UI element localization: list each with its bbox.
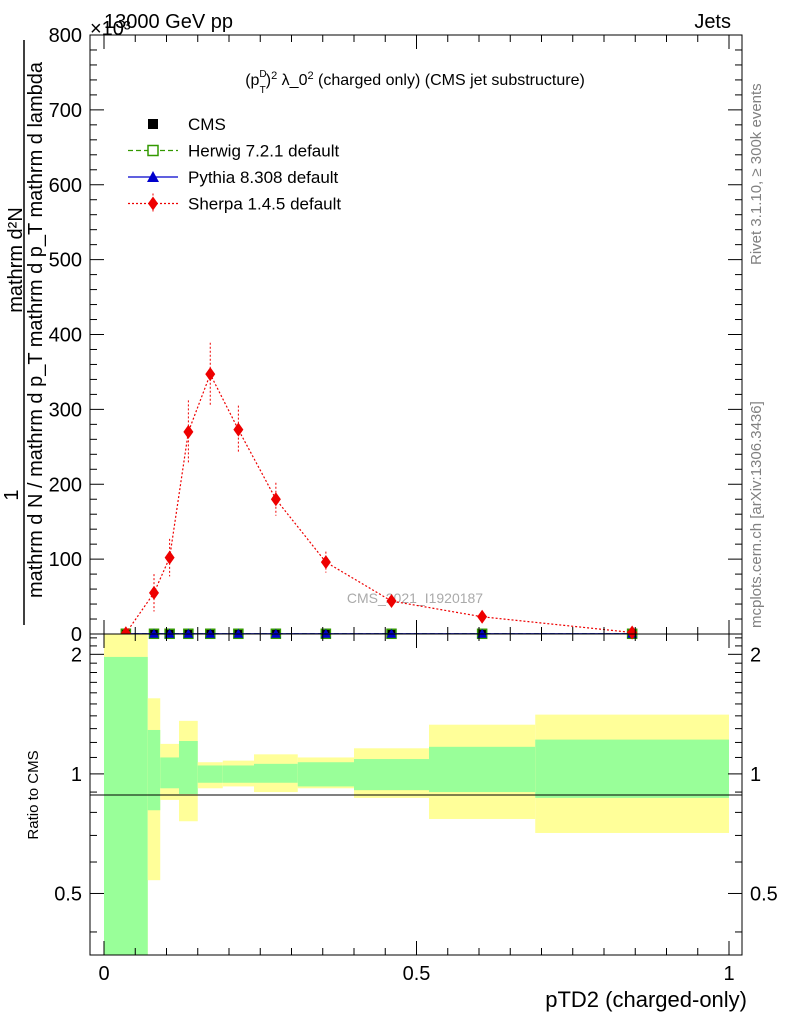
x-tick-label: 1 bbox=[723, 963, 734, 985]
ratio-y-tick-label: 2 bbox=[71, 644, 82, 666]
ratio-y-tick-label: 0.5 bbox=[54, 883, 82, 905]
ratio-band-inner bbox=[197, 765, 223, 783]
legend-label: Pythia 8.308 default bbox=[188, 168, 339, 187]
ratio-band-inner bbox=[535, 739, 729, 798]
ratio-band-inner bbox=[104, 656, 148, 955]
legend-herwig-marker bbox=[147, 144, 159, 157]
pythia-point bbox=[183, 628, 194, 638]
pythia-point bbox=[164, 628, 175, 638]
header-exponent-label: ×10³ bbox=[90, 18, 131, 40]
ratio-band-inner bbox=[297, 762, 354, 787]
main-ylabel-one: 1 bbox=[1, 489, 23, 500]
main-y-tick-label: 200 bbox=[49, 474, 82, 496]
main-y-tick-label: 400 bbox=[49, 325, 82, 347]
sherpa-point bbox=[164, 550, 175, 565]
pythia-point bbox=[233, 628, 244, 638]
ratio-y-tick-label-right: 2 bbox=[750, 644, 761, 666]
sherpa-point bbox=[205, 367, 216, 382]
sherpa-point bbox=[627, 625, 638, 640]
series-line bbox=[125, 372, 633, 634]
pythia-point bbox=[320, 628, 331, 638]
main-ylabel: 1 mathrm d²N mathrm d N / mathrm d p_T m… bbox=[1, 40, 47, 625]
legend-label: Herwig 7.2.1 default bbox=[188, 142, 339, 161]
ratio-band-inner bbox=[179, 741, 198, 794]
x-tick-label: 0.5 bbox=[403, 963, 431, 985]
ratio-y-tick-label-right: 0.5 bbox=[750, 883, 778, 905]
sherpa-point bbox=[320, 555, 331, 570]
main-ylabel-den: mathrm d N / mathrm d p_T mathrm d p_T m… bbox=[25, 61, 47, 598]
pythia-point bbox=[270, 628, 281, 638]
ratio-band-inner bbox=[222, 765, 254, 783]
header-left-label: 13000 GeV pp bbox=[104, 11, 233, 33]
main-y-tick-label: 800 bbox=[49, 25, 82, 47]
pythia-point bbox=[205, 628, 216, 638]
legend-label: Sherpa 1.4.5 default bbox=[188, 195, 341, 214]
legend-sherpa-marker bbox=[148, 196, 158, 211]
legend-label: CMS bbox=[188, 115, 226, 134]
legend-pythia-marker bbox=[147, 171, 159, 182]
sherpa-point bbox=[233, 422, 244, 437]
legend-cms-marker bbox=[148, 119, 158, 129]
main-y-tick-label: 600 bbox=[49, 175, 82, 197]
main-ylabel-num: mathrm d²N bbox=[5, 207, 27, 313]
sherpa-point bbox=[477, 609, 488, 624]
plot-title: (pD T)2 λ_02 (charged only) (CMS jet subs… bbox=[245, 69, 585, 96]
sherpa-point bbox=[270, 492, 281, 507]
ratio-band-inner bbox=[160, 757, 179, 789]
x-axis-label: pTD2 (charged-only) bbox=[545, 987, 747, 1012]
sherpa-point bbox=[149, 585, 159, 600]
sherpa-point bbox=[386, 594, 397, 609]
pythia-point bbox=[149, 628, 159, 638]
rivet-label: Rivet 3.1.10, ≥ 300k events bbox=[748, 83, 765, 265]
ratio-band-inner bbox=[354, 759, 429, 791]
sherpa-point bbox=[183, 424, 194, 439]
ratio-plot: 0.5 0.5 1 1 2 2 Ratio to CMS bbox=[25, 633, 778, 956]
x-tick-label: 0 bbox=[98, 963, 109, 985]
ratio-band-inner bbox=[429, 746, 536, 793]
ratio-band-inner bbox=[254, 763, 298, 783]
main-y-tick-label: 700 bbox=[49, 100, 82, 122]
main-plot: (pD T)2 λ_02 (charged only) (CMS jet subs… bbox=[49, 25, 743, 646]
pythia-point bbox=[386, 628, 397, 638]
ratio-y-tick-label-right: 1 bbox=[750, 764, 761, 786]
watermark: CMS_2021_I1920187 bbox=[347, 590, 483, 606]
mcplots-label: mcplots.cern.ch [arXiv:1306.3436] bbox=[748, 401, 765, 628]
main-y-tick-label: 500 bbox=[49, 250, 82, 272]
main-y-tick-label: 100 bbox=[49, 549, 82, 571]
ratio-y-tick-label: 1 bbox=[71, 764, 82, 786]
header-right-label: Jets bbox=[694, 11, 731, 33]
main-y-tick-label: 0 bbox=[71, 624, 82, 646]
main-y-tick-label: 300 bbox=[49, 399, 82, 421]
pythia-point bbox=[477, 628, 488, 638]
ratio-band-inner bbox=[147, 729, 161, 811]
ratio-ylabel: Ratio to CMS bbox=[25, 750, 42, 839]
